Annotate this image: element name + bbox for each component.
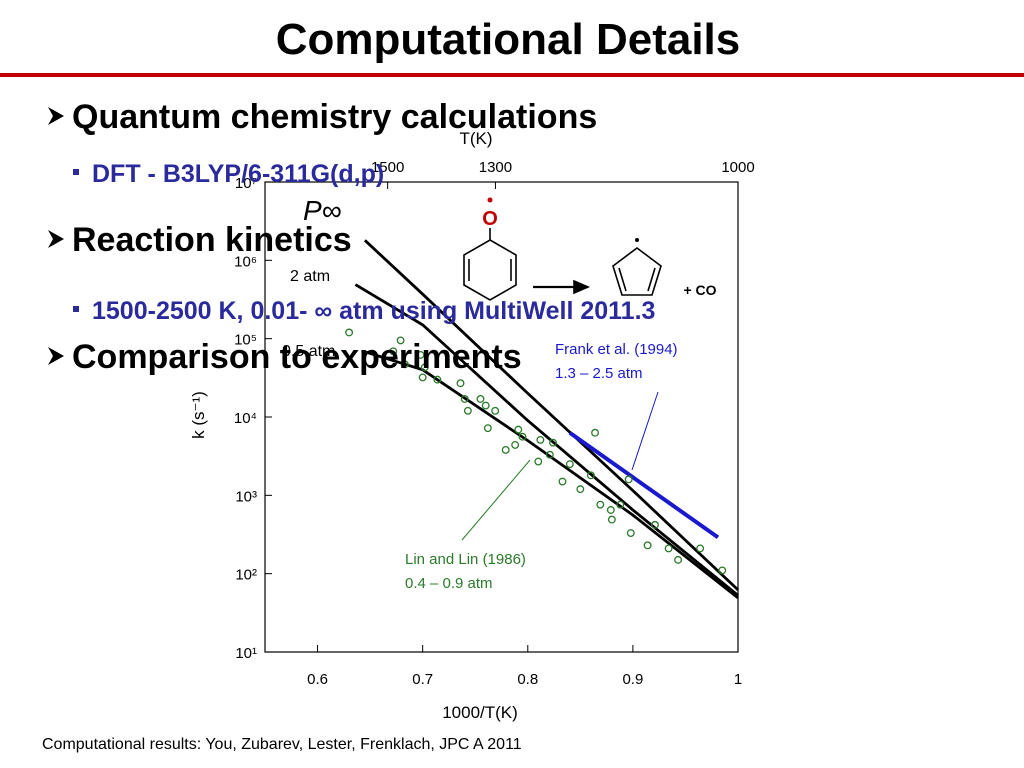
data-point [511, 440, 520, 449]
y-tick-label: 10² [235, 567, 257, 584]
product: + CO [683, 282, 716, 298]
y-tick-label: 10¹ [235, 645, 257, 662]
leader-line [461, 459, 531, 541]
data-point [518, 432, 527, 441]
rate-curve [354, 283, 739, 597]
data-point [400, 360, 409, 369]
y-tick-label: 10⁴ [234, 410, 257, 427]
data-point [345, 328, 354, 337]
double-bond [647, 267, 656, 292]
data-point [596, 500, 605, 509]
x-tick-label: 0.7 [412, 671, 433, 688]
data-point [624, 475, 633, 484]
benzene-ring [463, 239, 517, 301]
series-label: 2 atm [290, 268, 330, 285]
data-point [476, 394, 485, 403]
rate-curve [363, 239, 739, 591]
top-tick-label: 1500 [371, 159, 404, 176]
data-point [576, 485, 585, 494]
arrow-head [573, 279, 591, 295]
cyclopentadienyl-ring [612, 247, 662, 296]
y-axis-title: k (s⁻¹) [189, 391, 208, 439]
radical-atom: O [482, 208, 498, 230]
x-tick-label: 0.8 [517, 671, 538, 688]
rate-curve [364, 350, 739, 599]
data-point [651, 520, 659, 529]
series-label: 0.5 atm [282, 343, 335, 360]
data-point [549, 438, 557, 447]
y-tick-label: 10⁶ [234, 253, 257, 270]
series-conditions: 0.4 – 0.9 atm [405, 575, 493, 592]
data-point [606, 506, 615, 514]
bullet-arrow [48, 347, 64, 365]
data-point [501, 445, 510, 454]
reaction-scheme [463, 228, 662, 301]
y-tick-label: 10⁷ [235, 175, 257, 192]
data-point [696, 544, 705, 553]
data-point [420, 363, 429, 372]
radical-dot [635, 238, 639, 242]
data-point [418, 373, 427, 382]
slide-title: Computational Details [276, 15, 741, 64]
double-bond [618, 267, 627, 292]
bullet-text: Quantum chemistry calculations [72, 98, 597, 136]
data-point [718, 566, 727, 575]
data-point [545, 450, 554, 459]
data-point [433, 375, 442, 384]
data-point [558, 477, 567, 486]
leader-line [631, 391, 659, 471]
bullet-text: Reaction kinetics [72, 221, 352, 259]
sub-bullet-marker [73, 306, 79, 312]
title-rule [0, 73, 1024, 77]
series-label: Frank et al. (1994) [555, 341, 678, 358]
top-tick-label: 1000 [721, 159, 754, 176]
data-point [460, 394, 469, 403]
top-tick-label: 1300 [479, 159, 512, 176]
radical-dot [487, 197, 493, 203]
data-point [481, 401, 490, 410]
data-point [463, 406, 472, 415]
sub-bullet-text: DFT - B3LYP/6-311G(d,p) [92, 160, 384, 188]
data-point [643, 541, 652, 550]
x-tick-label: 0.9 [622, 671, 643, 688]
top-axis-title: T(K) [459, 129, 492, 148]
data-point [565, 460, 574, 469]
bullet-arrow [48, 230, 64, 248]
y-tick-label: 10⁵ [234, 332, 257, 349]
bullet-text: Comparison to experiments [72, 338, 522, 376]
data-point [536, 435, 545, 444]
y-tick-label: 10³ [235, 488, 257, 505]
chart: 0.6 0.7 0.8 0.9 1 10¹ 10² 10³ 10⁴ 10⁵ 10⁶ 10⁷ 1500 13… [234, 159, 755, 688]
sub-bullet-marker [73, 169, 79, 175]
data-point [534, 457, 543, 466]
data-point [664, 544, 673, 553]
x-tick-label: 1 [734, 671, 742, 688]
slide-text: Quantum chemistry calculations DFT - B3LY… [48, 98, 655, 376]
x-tick-label: 0.6 [307, 671, 328, 688]
series-label: P∞ [303, 195, 342, 226]
series-conditions: 1.3 – 2.5 atm [555, 365, 643, 382]
bullet-arrow [48, 107, 64, 125]
series-label: Lin and Lin (1986) [405, 551, 526, 568]
data-point [416, 350, 425, 359]
data-point [456, 379, 465, 388]
data-point [514, 425, 523, 434]
measured-line [568, 431, 720, 540]
data-point [616, 500, 625, 509]
data-point [491, 406, 500, 415]
x-axis-title: 1000/T(K) [442, 703, 518, 722]
data-point [483, 424, 492, 433]
data-point [586, 471, 595, 480]
data-point [591, 428, 599, 437]
data-point [626, 529, 635, 537]
sub-bullet-text: 1500-2500 K, 0.01- ∞ atm using MultiWell… [92, 297, 655, 325]
data-point [389, 347, 398, 356]
data-point [607, 515, 616, 524]
footer: Computational results: You, Zubarev, Les… [42, 736, 522, 753]
data-point [396, 336, 405, 345]
data-point [674, 555, 683, 564]
